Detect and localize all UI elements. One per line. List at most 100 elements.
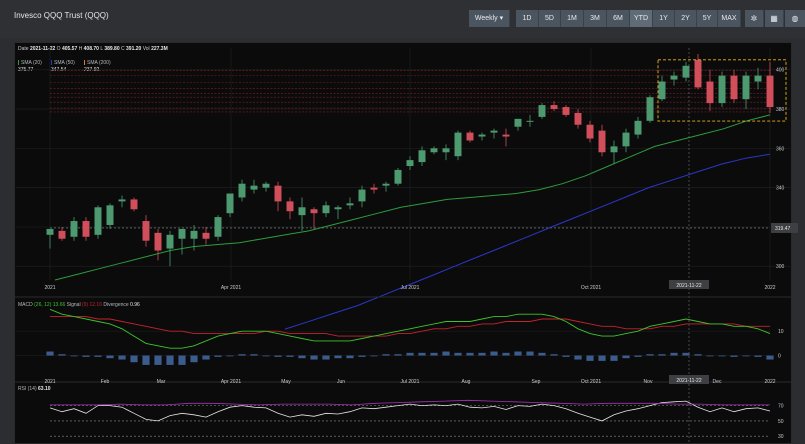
candle	[118, 195, 126, 208]
divergence-bar	[130, 355, 138, 363]
candle	[430, 146, 438, 155]
signal-line	[50, 316, 770, 337]
range-button-1d[interactable]: 1D	[516, 10, 539, 27]
candle	[526, 114, 534, 127]
candle-body	[250, 185, 258, 190]
candle-body	[298, 207, 306, 216]
candle-body	[130, 199, 138, 210]
candle-body	[586, 124, 594, 139]
calculator-icon[interactable]: ▦	[765, 10, 784, 27]
divergence-bar	[166, 355, 174, 365]
candle	[610, 140, 618, 165]
divergence-bar	[298, 355, 306, 359]
divergence-bar	[502, 352, 510, 356]
divergence-label: Divergence	[103, 302, 129, 308]
candle	[478, 132, 486, 141]
divergence-bar	[418, 352, 426, 356]
divergence-bar	[154, 355, 162, 365]
divergence-bar	[670, 352, 678, 356]
interval-dropdown[interactable]: Weekly ▾	[469, 10, 510, 27]
range-button-5d[interactable]: 5D	[539, 10, 561, 27]
candle-body	[466, 132, 474, 141]
divergence-bar	[250, 354, 258, 356]
globe-icon[interactable]: ◍	[785, 10, 805, 27]
sma50-swatch	[51, 60, 52, 66]
divergence-bar	[142, 355, 150, 365]
macd-y-tick: 10	[778, 329, 784, 335]
candle-body	[478, 134, 486, 137]
lower-x-tick: Mar	[157, 379, 166, 385]
candle	[598, 124, 606, 157]
candle-body	[646, 97, 654, 121]
divergence-bar	[694, 354, 702, 356]
candle	[550, 101, 558, 111]
divergence-bar	[334, 355, 342, 359]
macd-y-tick: 0	[778, 354, 781, 360]
candle-body	[394, 169, 402, 184]
candle-body	[190, 230, 198, 239]
lower-x-tick: Aug	[462, 379, 471, 385]
candle-body	[334, 207, 342, 210]
candle-body	[526, 120, 534, 122]
candle-body	[46, 228, 54, 235]
candle	[766, 61, 774, 113]
candle	[142, 215, 150, 247]
price-y-tick: 400	[776, 68, 785, 74]
candle-body	[310, 209, 318, 214]
high-value: 408.70	[83, 46, 99, 52]
candle-body	[370, 187, 378, 190]
range-button-ytd[interactable]: YTD	[630, 10, 653, 27]
settings-icon[interactable]: ✲	[745, 10, 764, 27]
crosshair-date-label: 2021-11-22	[676, 283, 701, 289]
candle-body	[598, 130, 606, 153]
candle-body	[634, 120, 642, 135]
sma20-label: SMA (20)	[21, 60, 42, 66]
divergence-bar	[730, 355, 738, 357]
candle-body	[94, 207, 102, 235]
candle	[562, 105, 570, 117]
sma20-swatch	[18, 60, 19, 66]
candle	[574, 109, 582, 129]
range-button-1y[interactable]: 1Y	[653, 10, 675, 27]
candle-body	[622, 132, 630, 147]
range-button-5y[interactable]: 5Y	[697, 10, 718, 27]
candle	[334, 205, 342, 220]
candle	[238, 179, 246, 202]
candle	[106, 203, 114, 229]
open-value: 405.57	[61, 46, 78, 52]
divergence-value: 0.96	[130, 302, 140, 308]
open-label: O	[56, 46, 61, 52]
candle	[58, 226, 66, 241]
candle	[310, 207, 318, 229]
range-button-3m[interactable]: 3M	[584, 10, 607, 27]
candle	[514, 118, 522, 131]
range-button-1m[interactable]: 1M	[561, 10, 584, 27]
candle-body	[238, 183, 246, 198]
divergence-bar	[562, 355, 570, 357]
low-value: 389.80	[104, 46, 120, 52]
range-button-max[interactable]: MAX	[718, 10, 741, 27]
lower-x-tick: 2022	[764, 379, 775, 385]
divergence-bar	[262, 355, 270, 357]
divergence-bar	[574, 355, 582, 360]
divergence-bar	[442, 351, 450, 356]
close-value: 391.20	[126, 46, 142, 52]
candle-body	[670, 75, 678, 80]
range-button-2y[interactable]: 2Y	[675, 10, 697, 27]
candle-body	[226, 193, 234, 214]
macd-line	[49, 308, 771, 349]
divergence-bar	[538, 352, 546, 356]
price-y-tick: 300	[776, 264, 785, 270]
low-label: L	[100, 46, 103, 52]
divergence-bar	[406, 352, 414, 356]
price-y-tick: 340	[776, 186, 785, 192]
candle-body	[406, 160, 414, 167]
sma50-label: SMA (50)	[54, 60, 75, 66]
candle-body	[118, 199, 126, 202]
divergence-bar	[286, 355, 294, 357]
rsi-y-tick: 70	[778, 404, 784, 410]
candle	[382, 181, 390, 192]
divergence-bar	[478, 352, 486, 356]
range-button-6m[interactable]: 6M	[607, 10, 630, 27]
